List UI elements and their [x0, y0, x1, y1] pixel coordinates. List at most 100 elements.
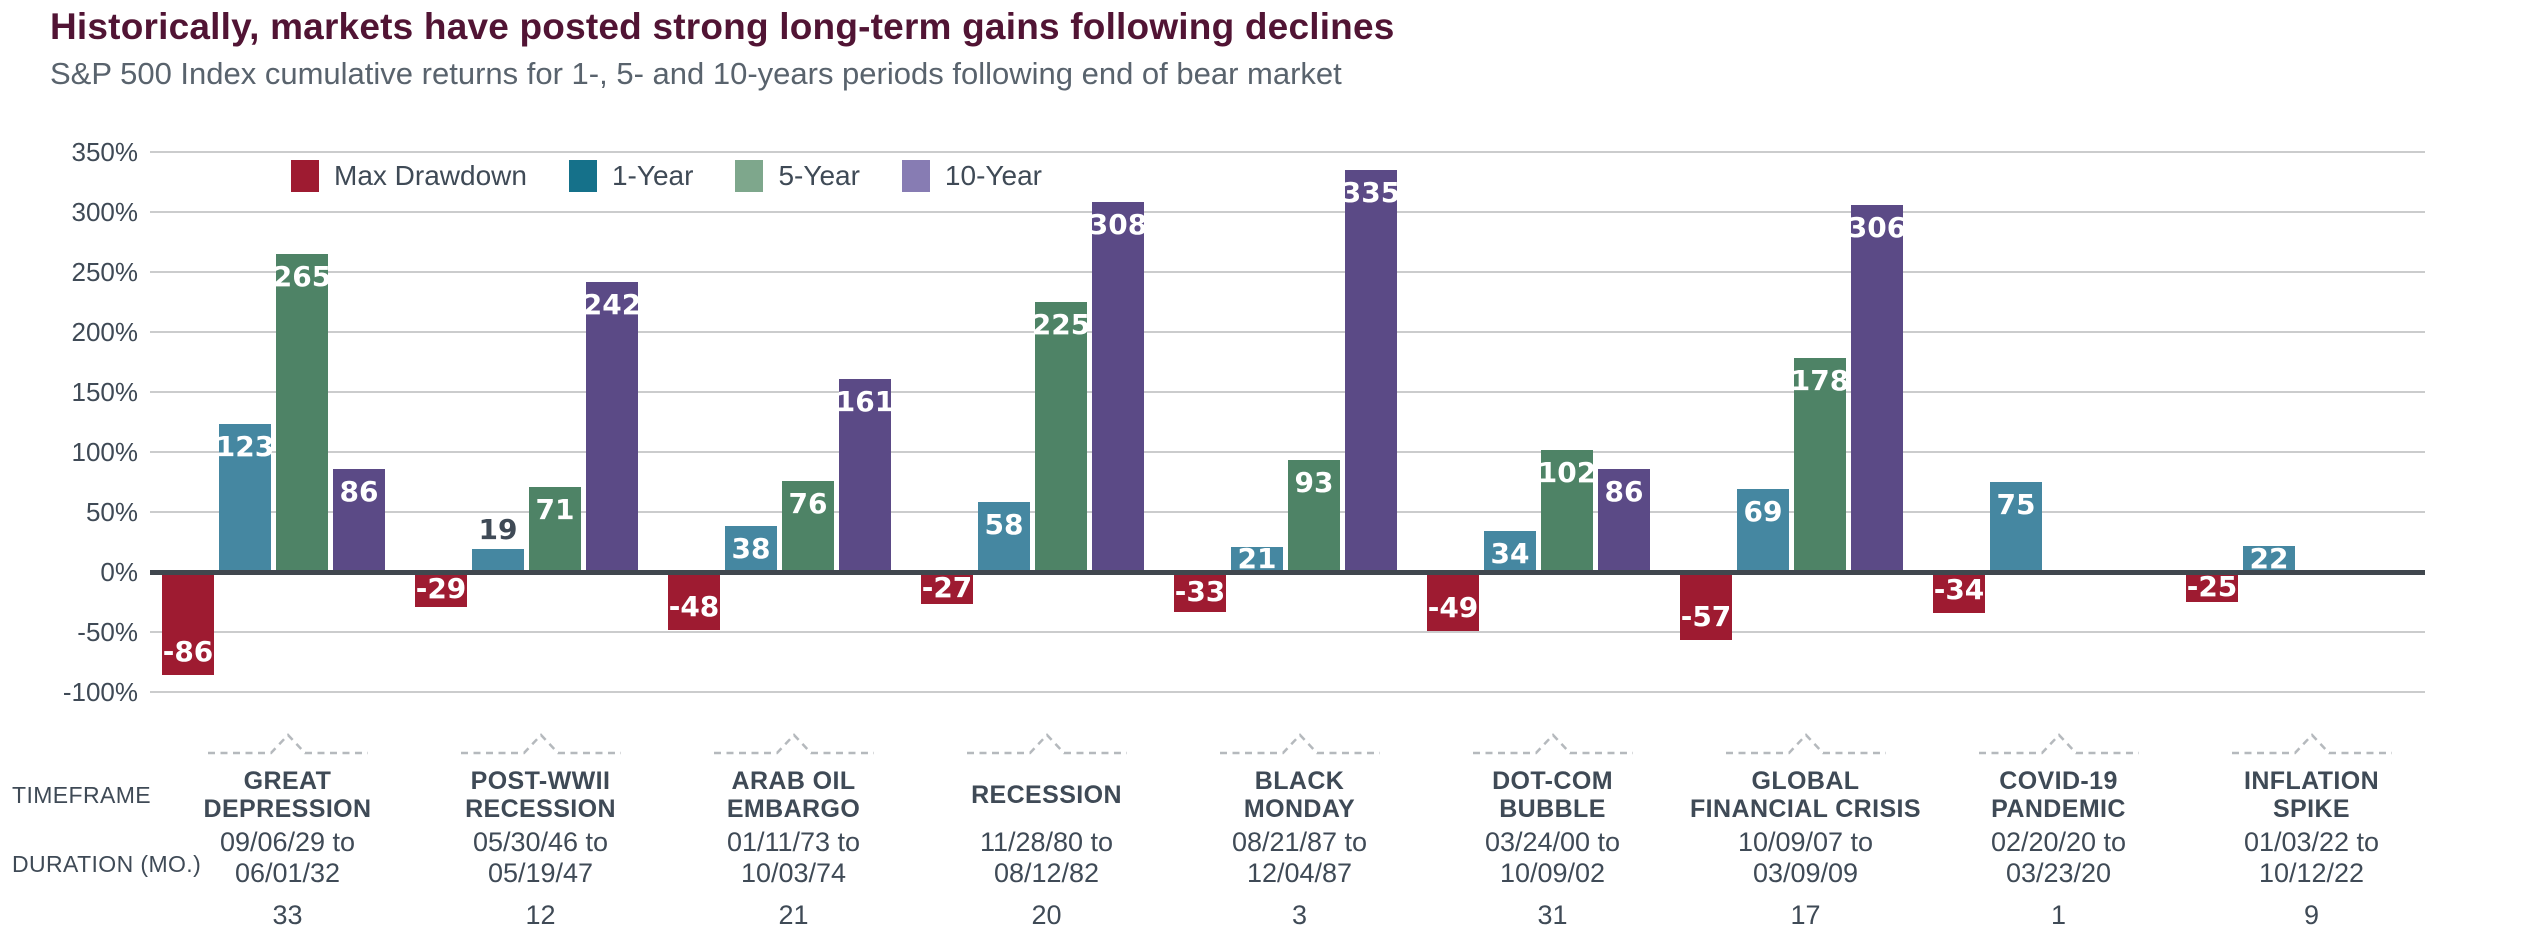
- bar-1-year: [725, 526, 777, 572]
- event-name-line: INFLATION: [2243, 767, 2380, 795]
- row-label-timeframe: TIMEFRAME: [12, 782, 152, 808]
- legend-item-1-year: 1-Year: [568, 160, 693, 192]
- chart-title: Historically, markets have posted strong…: [50, 6, 1395, 47]
- y-axis-tick: 200%: [71, 317, 139, 347]
- bar-5-year: [1288, 460, 1340, 572]
- bar-10-year: [1598, 468, 1650, 572]
- timeframe-to: 08/12/82: [993, 858, 1100, 888]
- bar-5-year: [1035, 302, 1087, 572]
- legend-swatch-icon: [901, 160, 930, 192]
- timeframe-from: 11/28/80 to: [979, 827, 1114, 857]
- event-name-line: SPIKE: [2272, 795, 2351, 823]
- bar-value-label: 225: [1031, 308, 1091, 341]
- bar-1-year: [1231, 546, 1283, 572]
- y-axis-tick: 100%: [71, 437, 139, 467]
- bar-value-label: 242: [582, 287, 642, 321]
- row-label-duration: DURATION (MO.): [12, 851, 202, 877]
- bar-value-label: 21: [1237, 542, 1277, 576]
- event-name-line: BUBBLE: [1499, 795, 1606, 823]
- bar-1-year: [2243, 545, 2295, 572]
- bar-1-year: [1990, 482, 2042, 572]
- event-name-line: DOT-COM: [1492, 767, 1613, 795]
- event-name: POST-WWII RECESSION: [411, 767, 671, 823]
- y-axis-tick: 150%: [71, 377, 139, 407]
- legend-swatch-icon: [735, 160, 764, 192]
- event-name-line: FINANCIAL CRISIS: [1690, 795, 1921, 823]
- timeframe-to: 12/04/87: [1246, 858, 1353, 888]
- bar-value-label: -33: [1174, 574, 1226, 608]
- group-label-great-depression: GREAT DEPRESSION 09/06/29 to 06/01/32 33: [158, 730, 418, 931]
- event-name: ARAB OIL EMBARGO: [664, 767, 924, 823]
- bar-value-label: 161: [835, 384, 895, 418]
- bar-1-year: [219, 424, 271, 572]
- bar-value-label: -57: [1680, 600, 1732, 634]
- bar-value-label: -29: [415, 572, 467, 606]
- event-duration-months: 9: [2303, 900, 2320, 930]
- bar-value-label: 308: [1088, 208, 1148, 242]
- bar-value-label: 86: [339, 474, 379, 508]
- event-duration-months: 3: [1291, 900, 1308, 930]
- bar-value-label: 34: [1490, 537, 1530, 571]
- event-name: BLACK MONDAY: [1170, 767, 1430, 823]
- gridline: [150, 331, 2425, 333]
- event-timeframe: 02/20/20 to 03/23/20: [1929, 827, 2189, 889]
- gridline: [150, 391, 2425, 393]
- timeframe-from: 03/24/00 to: [1484, 827, 1621, 857]
- bar-10-year: [1345, 170, 1397, 572]
- bar-max-drawdown: [1174, 572, 1226, 612]
- timeframe-from: 01/11/73 to: [726, 827, 861, 857]
- timeframe-to: 03/23/20: [2005, 858, 2112, 888]
- bar-value-label: 19: [478, 513, 518, 547]
- bar-value-label: -86: [162, 635, 214, 669]
- event-name-line: BLACK: [1254, 767, 1345, 795]
- group-bracket-icon: [664, 730, 924, 761]
- group-label-recession: RECESSION 11/28/80 to 08/12/82 20: [917, 730, 1177, 931]
- bar-value-label: 335: [1341, 176, 1401, 209]
- event-name-line: GREAT: [243, 767, 332, 795]
- bar-10-year: [586, 281, 638, 572]
- bar-value-label: 58: [984, 508, 1024, 542]
- event-name: INFLATION SPIKE: [2182, 767, 2442, 823]
- event-duration-months: 12: [525, 900, 556, 930]
- event-duration-months: 31: [1537, 900, 1568, 930]
- event-name-line: MONDAY: [1243, 795, 1356, 823]
- bar-value-label: 76: [788, 486, 828, 520]
- bar-10-year: [333, 468, 385, 572]
- timeframe-from: 10/09/07 to: [1737, 827, 1874, 857]
- event-timeframe: 01/11/73 to 10/03/74: [664, 827, 924, 889]
- chart-subtitle: S&P 500 Index cumulative returns for 1-,…: [50, 56, 1342, 91]
- bar-value-label: -48: [668, 589, 720, 623]
- timeframe-to: 10/09/02: [1499, 858, 1606, 888]
- event-name-line: ARAB OIL: [731, 767, 856, 795]
- gridline: [150, 511, 2425, 513]
- timeframe-to: 05/19/47: [487, 858, 594, 888]
- legend-label: 10-Year: [944, 160, 1042, 191]
- bar-5-year: [782, 480, 834, 572]
- event-duration-months: 21: [778, 900, 809, 930]
- event-name: RECESSION: [917, 767, 1177, 823]
- event-name: DOT-COM BUBBLE: [1423, 767, 1683, 823]
- legend-item-5-year: 5-Year: [735, 160, 860, 192]
- gridline: [150, 631, 2425, 633]
- gridline: [150, 451, 2425, 453]
- bar-5-year: [529, 486, 581, 572]
- event-name-line: RECESSION: [971, 781, 1122, 809]
- event-name: GLOBAL FINANCIAL CRISIS: [1676, 767, 1936, 823]
- legend-label: 5-Year: [778, 160, 860, 191]
- timeframe-from: 08/21/87 to: [1231, 827, 1368, 857]
- y-axis-tick: -100%: [62, 677, 138, 707]
- bar-value-label: 102: [1537, 455, 1597, 489]
- timeframe-to: 06/01/32: [234, 858, 341, 888]
- event-name: COVID-19 PANDEMIC: [1929, 767, 2189, 823]
- bar-max-drawdown: [668, 572, 720, 630]
- gridline: [150, 271, 2425, 273]
- bar-max-drawdown: [415, 572, 467, 607]
- legend-item-max-drawdown: Max Drawdown: [291, 160, 527, 192]
- bar-max-drawdown: [1427, 572, 1479, 631]
- event-timeframe: 01/03/22 to 10/12/22: [2182, 827, 2442, 889]
- bar-value-label: 75: [1996, 488, 2036, 521]
- bar-value-label: 38: [731, 532, 771, 566]
- group-label-inflation-spike: INFLATION SPIKE 01/03/22 to 10/12/22 9: [2182, 730, 2442, 931]
- bar-5-year: [276, 254, 328, 572]
